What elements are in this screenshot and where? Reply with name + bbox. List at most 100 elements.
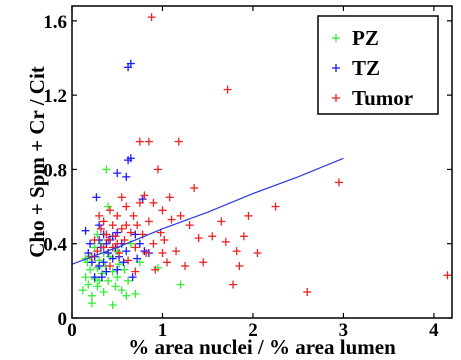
point-tumor-16 bbox=[115, 249, 124, 257]
point-tumor-40 bbox=[158, 206, 167, 215]
y-tick-label-2: 0.8 bbox=[43, 160, 67, 181]
point-tumor-37 bbox=[153, 165, 162, 174]
point-tumor-7 bbox=[102, 230, 111, 239]
point-pz-28 bbox=[115, 260, 124, 269]
point-pz-3 bbox=[84, 280, 93, 289]
x-tick-label-1: 1 bbox=[158, 320, 168, 341]
point-tz-25 bbox=[122, 172, 131, 181]
point-tz-7 bbox=[95, 262, 104, 270]
point-tumor-26 bbox=[135, 198, 144, 207]
legend-marker-tumor bbox=[332, 94, 340, 102]
point-pz-20 bbox=[104, 276, 113, 285]
point-tz-10 bbox=[99, 258, 108, 267]
point-pz-32 bbox=[124, 276, 133, 285]
point-tumor-20 bbox=[122, 202, 131, 211]
point-tumor-4 bbox=[96, 224, 105, 233]
point-tumor-31 bbox=[144, 217, 153, 226]
point-pz-19 bbox=[102, 165, 111, 174]
y-tick-label-1: 0.4 bbox=[43, 235, 67, 256]
legend-entry-tumor: Tumor bbox=[332, 86, 413, 110]
x-tick-label-2: 2 bbox=[248, 320, 258, 341]
legend-label-tumor: Tumor bbox=[352, 86, 413, 110]
point-tumor-68 bbox=[131, 267, 140, 276]
point-tumor-61 bbox=[244, 211, 253, 220]
point-pz-26 bbox=[113, 247, 122, 256]
point-tumor-41 bbox=[160, 236, 169, 244]
point-pz-4 bbox=[86, 265, 95, 274]
point-tz-2 bbox=[86, 239, 95, 248]
legend: PZ TZ Tumor bbox=[317, 15, 439, 115]
point-tumor-23 bbox=[129, 211, 138, 220]
x-tick-label-4: 4 bbox=[429, 320, 439, 341]
point-tumor-62 bbox=[253, 249, 262, 257]
point-tumor-43 bbox=[165, 193, 174, 202]
legend-entry-tz: TZ bbox=[332, 56, 380, 80]
point-tumor-10 bbox=[106, 262, 114, 270]
point-tumor-33 bbox=[147, 13, 156, 22]
legend-label-pz: PZ bbox=[352, 26, 379, 50]
point-tumor-56 bbox=[223, 85, 232, 94]
point-pz-30 bbox=[120, 265, 129, 274]
y-tick-label-4: 1.6 bbox=[43, 12, 67, 33]
y-tick-label-0: 0 bbox=[58, 309, 68, 330]
point-tumor-42 bbox=[163, 258, 171, 267]
point-tz-32 bbox=[133, 254, 142, 263]
point-tumor-5 bbox=[99, 217, 108, 226]
point-tumor-30 bbox=[142, 249, 151, 257]
point-tumor-19 bbox=[120, 236, 129, 244]
point-tz-39 bbox=[95, 221, 104, 230]
axes-frame bbox=[71, 5, 453, 319]
point-tumor-65 bbox=[334, 178, 343, 187]
point-tumor-47 bbox=[176, 211, 185, 220]
plot-area bbox=[71, 13, 452, 309]
point-tumor-29 bbox=[140, 191, 149, 200]
point-pz-1 bbox=[81, 273, 90, 282]
legend-marker-pz bbox=[332, 34, 340, 42]
point-tz-28 bbox=[126, 59, 135, 68]
regression-line bbox=[71, 157, 344, 265]
point-tz-0 bbox=[81, 226, 90, 235]
point-tz-5 bbox=[92, 193, 101, 202]
x-axis-label: % area nuclei / % area lumen bbox=[128, 335, 396, 359]
point-pz-29 bbox=[117, 286, 126, 295]
point-tumor-8 bbox=[104, 236, 113, 244]
point-tumor-60 bbox=[239, 232, 248, 241]
point-tz-18 bbox=[113, 265, 122, 274]
point-pz-23 bbox=[108, 301, 117, 309]
point-tumor-14 bbox=[113, 239, 122, 248]
point-pz-34 bbox=[131, 289, 140, 298]
point-tumor-50 bbox=[190, 184, 199, 192]
axis-ticks: 0 1 2 3 4 0 0.4 0.8 1.2 1.6 bbox=[43, 6, 452, 341]
point-tumor-46 bbox=[174, 137, 183, 146]
x-tick-label-0: 0 bbox=[67, 320, 77, 341]
legend-marker-tz bbox=[332, 64, 340, 72]
point-tumor-52 bbox=[199, 258, 208, 267]
point-tumor-2 bbox=[93, 247, 102, 256]
point-pz-16 bbox=[99, 288, 108, 296]
point-tumor-66 bbox=[443, 271, 452, 280]
point-tz-20 bbox=[113, 169, 122, 178]
point-tumor-45 bbox=[172, 247, 181, 256]
point-tz-38 bbox=[97, 273, 106, 282]
point-tumor-12 bbox=[108, 243, 117, 252]
point-tumor-67 bbox=[122, 221, 131, 230]
series-pz bbox=[78, 165, 185, 309]
point-tumor-27 bbox=[135, 137, 144, 146]
point-pz-33 bbox=[126, 239, 135, 248]
point-tumor-64 bbox=[303, 288, 312, 296]
point-pz-0 bbox=[78, 286, 87, 295]
point-tumor-59 bbox=[235, 262, 244, 270]
point-tumor-44 bbox=[167, 215, 176, 224]
point-tumor-24 bbox=[131, 243, 140, 252]
point-pz-11 bbox=[93, 282, 102, 291]
point-tz-30 bbox=[128, 273, 137, 282]
point-tumor-51 bbox=[194, 234, 203, 243]
point-tumor-53 bbox=[208, 232, 217, 241]
point-tz-31 bbox=[131, 230, 140, 239]
point-tz-19 bbox=[113, 228, 122, 237]
point-tz-37 bbox=[90, 273, 99, 282]
point-pz-25 bbox=[111, 282, 120, 291]
point-tz-33 bbox=[135, 239, 144, 248]
point-tumor-32 bbox=[144, 137, 153, 146]
point-pz-31 bbox=[122, 291, 131, 300]
